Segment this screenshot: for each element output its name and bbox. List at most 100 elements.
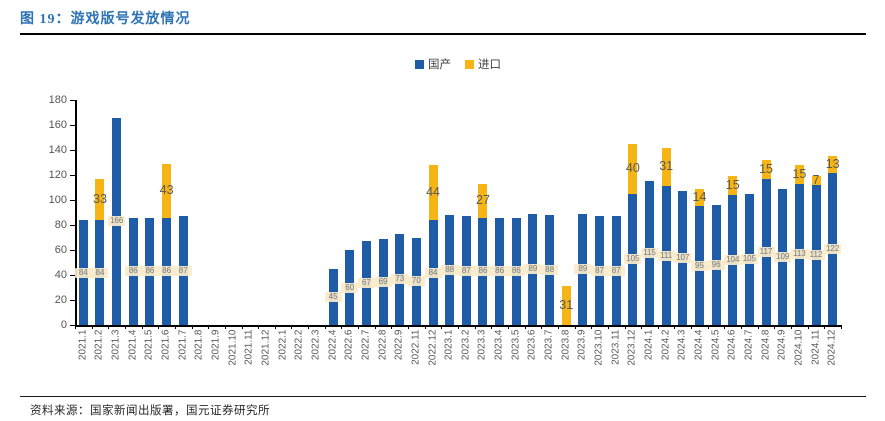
y-axis-tick xyxy=(70,199,75,201)
bar-value-label-import: 15 xyxy=(759,161,774,176)
x-axis-tick xyxy=(674,325,676,329)
y-axis-tick-label: 80 xyxy=(54,219,67,231)
bar-value-label-domestic: 89 xyxy=(524,264,542,275)
x-axis-tick xyxy=(258,325,260,329)
x-axis-category-label: 2021.8 xyxy=(193,329,205,360)
x-axis-category-label: 2023.4 xyxy=(493,329,505,360)
bar-segment-import xyxy=(811,176,821,185)
y-axis-tick xyxy=(70,299,75,301)
x-axis-category-label: 2021.6 xyxy=(160,329,172,360)
bar-value-label-import: 15 xyxy=(725,178,740,193)
bar-value-label-domestic: 117 xyxy=(757,246,775,257)
x-axis-category-label: 2022.2 xyxy=(293,329,305,360)
bar-segment-import xyxy=(794,165,804,184)
bar-segment-import xyxy=(728,176,738,195)
x-axis-category-label: 2021.1 xyxy=(77,329,89,360)
x-axis-tick xyxy=(707,325,709,329)
bar-value-label-domestic: 86 xyxy=(491,266,509,277)
x-axis-tick xyxy=(441,325,443,329)
bar-value-label-domestic: 122 xyxy=(824,243,842,254)
x-axis-tick xyxy=(308,325,310,329)
x-axis-category-label: 2021.7 xyxy=(177,329,189,360)
x-axis-tick xyxy=(807,325,809,329)
bar-value-label-import: 44 xyxy=(426,185,440,199)
x-axis-category-label: 2022.8 xyxy=(377,329,389,360)
x-axis-tick xyxy=(791,325,793,329)
x-axis-category-label: 2024.11 xyxy=(810,329,822,365)
x-axis-category-label: 2023.8 xyxy=(560,329,572,360)
x-axis-tick xyxy=(291,325,293,329)
y-axis-tick xyxy=(70,149,75,151)
bar-segment-import xyxy=(661,147,671,187)
bar-value-label-domestic: 115 xyxy=(641,248,658,259)
x-axis-category-label: 2024.10 xyxy=(793,329,805,366)
x-axis-category-label: 2022.9 xyxy=(393,329,405,360)
bar-value-label-domestic: 95 xyxy=(690,260,708,271)
x-axis-category-label: 2023.11 xyxy=(610,329,622,365)
y-axis-tick xyxy=(70,124,75,126)
bar-segment-import xyxy=(561,286,571,325)
x-axis-category-label: 2021.9 xyxy=(210,329,222,360)
x-axis-tick xyxy=(341,325,343,329)
bar-value-label-domestic: 96 xyxy=(707,260,725,270)
y-axis-tick-label: 40 xyxy=(54,269,67,281)
bar-value-label-domestic: 87 xyxy=(607,265,625,276)
y-axis-tick-label: 140 xyxy=(48,144,67,156)
x-axis-tick xyxy=(158,325,160,329)
bar-value-label-domestic: 107 xyxy=(674,253,692,264)
y-axis-tick-label: 160 xyxy=(48,119,67,131)
bar-value-label-domestic: 105 xyxy=(624,254,642,265)
x-axis-category-label: 2023.3 xyxy=(476,329,488,360)
legend-item-import: 进口 xyxy=(465,56,501,72)
x-axis-category-label: 2022.1 xyxy=(277,329,289,360)
bar-value-label-domestic: 109 xyxy=(774,251,792,262)
x-axis-tick xyxy=(491,325,493,329)
x-axis-tick xyxy=(824,325,826,329)
bar-value-label-domestic: 67 xyxy=(357,278,375,289)
x-axis-category-label: 2023.7 xyxy=(543,329,555,360)
bar-value-label-domestic: 88 xyxy=(541,265,559,275)
x-axis-tick xyxy=(591,325,593,329)
bar-segment-import xyxy=(428,165,438,220)
x-axis-tick xyxy=(358,325,360,329)
bar-value-label-domestic: 87 xyxy=(457,265,475,276)
x-axis-category-label: 2024.8 xyxy=(760,329,772,360)
x-axis-tick xyxy=(208,325,210,329)
bar-segment-import xyxy=(478,183,488,218)
x-axis-category-label: 2024.7 xyxy=(743,329,755,360)
bar-segment-import xyxy=(162,163,172,218)
x-axis-tick xyxy=(324,325,326,329)
bar-value-label-domestic: 104 xyxy=(724,255,742,265)
x-axis-tick xyxy=(191,325,193,329)
x-axis-tick xyxy=(641,325,643,329)
x-axis-tick xyxy=(91,325,93,329)
x-axis-tick xyxy=(624,325,626,329)
bar-value-label-import: 33 xyxy=(93,191,107,206)
x-axis-tick xyxy=(408,325,410,329)
bar-value-label-import: 15 xyxy=(792,166,807,181)
bar-value-label-domestic: 87 xyxy=(174,265,192,276)
bar-value-label-import: 31 xyxy=(659,159,674,174)
y-axis-tick xyxy=(70,99,75,101)
bar-value-label-import: 43 xyxy=(159,183,174,198)
x-axis-category-label: 2022.3 xyxy=(310,329,322,360)
x-axis-tick xyxy=(574,325,576,329)
bar-value-label-domestic: 84 xyxy=(424,267,442,278)
x-axis-tick xyxy=(391,325,393,329)
y-axis-tick xyxy=(70,224,75,226)
x-axis-category-label: 2024.5 xyxy=(710,329,722,360)
x-axis-tick xyxy=(108,325,110,329)
bar-value-label-domestic: 166 xyxy=(108,216,126,227)
x-axis-category-label: 2022.12 xyxy=(427,329,439,366)
bar-value-label-domestic: 84 xyxy=(74,267,92,278)
x-axis-tick xyxy=(224,325,226,329)
x-axis-tick xyxy=(458,325,459,329)
y-axis-tick xyxy=(70,274,75,276)
bar-value-label-domestic: 86 xyxy=(474,266,492,277)
bar-value-label-domestic: 69 xyxy=(374,276,392,287)
x-axis-category-label: 2022.6 xyxy=(343,329,355,360)
y-axis-tick-label: 120 xyxy=(48,169,67,181)
x-axis-tick xyxy=(124,325,126,329)
footer-rule xyxy=(20,396,866,397)
x-axis-category-label: 2021.2 xyxy=(93,329,105,360)
